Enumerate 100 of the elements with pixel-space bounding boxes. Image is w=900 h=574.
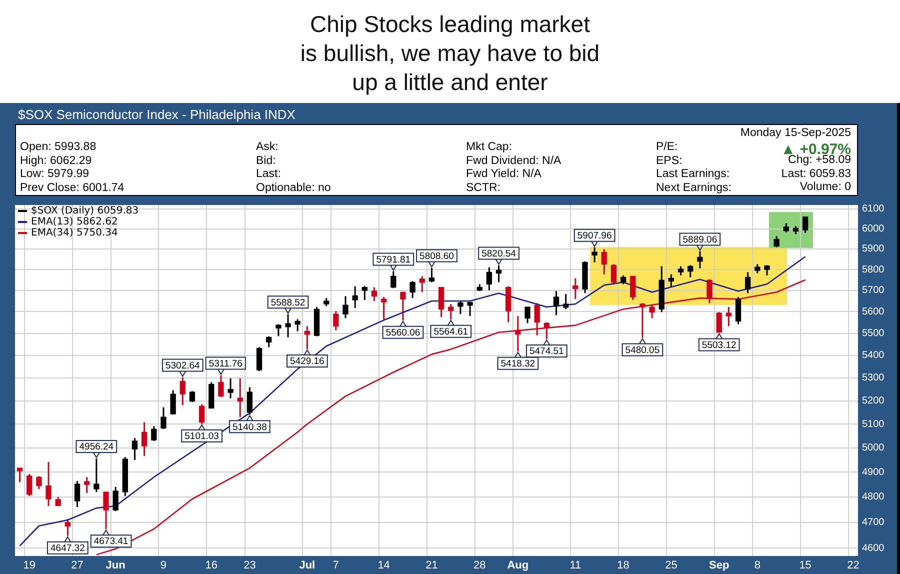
candlestick xyxy=(132,437,138,461)
annotation: 5311.76 xyxy=(208,358,242,370)
annotation: 5564.61 xyxy=(434,326,468,338)
x-tick-label: 21 xyxy=(426,560,438,572)
text: P/E: xyxy=(656,141,678,153)
candlestick xyxy=(486,266,492,291)
annotation: 5474.51 xyxy=(529,346,564,358)
x-tick-label: 9 xyxy=(160,560,167,572)
candlestick xyxy=(103,491,109,530)
y-tick-label: 5600 xyxy=(862,306,885,318)
candlestick xyxy=(160,406,166,430)
y-tick-label: 5200 xyxy=(862,396,885,407)
candlestick xyxy=(276,323,282,337)
candlestick xyxy=(294,318,300,332)
candlestick xyxy=(735,296,742,325)
candlestick xyxy=(266,335,272,348)
candlestick xyxy=(256,346,262,372)
candlestick xyxy=(84,476,90,494)
candlestick xyxy=(678,265,684,276)
text: Last: 6059.83 xyxy=(781,168,851,180)
candlestick xyxy=(46,461,52,507)
candlestick xyxy=(630,275,636,301)
chart-subtitle: $SOX Semiconductor Index - Philadelphia INDX xyxy=(18,107,296,122)
candlestick xyxy=(802,216,808,234)
annotation: 5418.32 xyxy=(500,358,536,370)
candlestick xyxy=(649,304,655,319)
candlestick xyxy=(688,264,694,278)
text: Volume: 0 xyxy=(800,181,851,193)
x-tick-label: 19 xyxy=(23,560,36,572)
annotation: 5480.05 xyxy=(625,344,660,356)
candlestick xyxy=(16,468,23,483)
x-tick-label: 22 xyxy=(847,560,860,572)
x-tick-label: Sep xyxy=(709,560,730,572)
legend-label: EMA(13) 5862.62 xyxy=(31,216,118,228)
candlestick xyxy=(228,378,234,399)
y-tick-label: 5900 xyxy=(862,244,885,255)
annotation: 5820.54 xyxy=(482,248,516,260)
y-tick-label: 5500 xyxy=(862,328,885,340)
x-tick-label: 18 xyxy=(617,560,630,572)
candlestick xyxy=(610,263,617,285)
candlestick xyxy=(141,421,148,457)
candlestick xyxy=(754,263,760,274)
text: Prev Close: 6001.74 xyxy=(20,182,124,194)
candlestick xyxy=(467,301,473,317)
candlestick xyxy=(572,278,578,300)
y-tick-label: 5000 xyxy=(862,442,885,454)
text: Next Earnings: xyxy=(656,182,732,194)
annotation: 5429.16 xyxy=(290,356,324,368)
y-tick-label: 4600 xyxy=(862,542,885,554)
annotation: 4673.41 xyxy=(94,536,128,548)
candlestick xyxy=(534,302,540,336)
candlestick xyxy=(458,300,464,315)
text: Fwd Dividend: N/A xyxy=(466,154,562,166)
annotation: 5101.03 xyxy=(184,431,219,442)
y-tick-label: 4700 xyxy=(862,517,885,528)
x-tick-label: 23 xyxy=(244,560,256,572)
candlestick xyxy=(246,386,253,416)
annotation: 5560.06 xyxy=(386,327,420,338)
x-tick-label: 8 xyxy=(754,560,760,572)
y-tick-label: 5800 xyxy=(862,264,885,276)
annotation: 5503.12 xyxy=(702,340,736,351)
chart-title: Chip Stocks leading market is bullish, we may have to bid up a little and enter xyxy=(300,10,600,97)
x-tick-label: 28 xyxy=(473,560,486,572)
annotation: 5791.81 xyxy=(376,254,411,266)
y-tick-label: 5100 xyxy=(862,418,885,430)
candlestick xyxy=(94,458,100,493)
x-tick-label: 27 xyxy=(71,560,84,572)
candlestick xyxy=(342,295,348,319)
text: Open: 5993.88 xyxy=(20,141,96,153)
legend-label: EMA(34) 5750.34 xyxy=(31,228,118,239)
text: High: 6062.29 xyxy=(20,154,92,166)
x-tick-label: 7 xyxy=(332,560,339,572)
candlestick xyxy=(180,376,186,406)
candlestick xyxy=(74,480,80,508)
candlestick xyxy=(170,389,176,415)
candlestick xyxy=(774,235,780,248)
candlestick xyxy=(764,264,770,276)
candlestick xyxy=(562,293,569,310)
candlestick xyxy=(601,248,607,276)
candlestick xyxy=(151,425,157,442)
candlestick xyxy=(592,246,598,264)
candlestick xyxy=(745,271,751,294)
text: Monday 15-Sep-2025 xyxy=(740,127,851,139)
annotation: 5302.64 xyxy=(165,360,200,372)
candlestick xyxy=(726,306,732,327)
candlestick xyxy=(237,378,243,418)
candlestick xyxy=(36,475,42,490)
text: Optionable: no xyxy=(256,182,331,194)
candlestick xyxy=(189,390,196,403)
annotation: 4956.24 xyxy=(79,442,114,453)
candlestick xyxy=(352,285,358,309)
candlestick xyxy=(371,286,378,302)
x-tick-label: 15 xyxy=(799,560,812,572)
annotation: 4647.32 xyxy=(50,542,85,554)
text: Last: xyxy=(256,168,281,180)
y-tick-label: 5400 xyxy=(862,350,885,362)
y-tick-label: 5300 xyxy=(862,372,885,384)
candlestick xyxy=(716,311,722,334)
candlestick xyxy=(428,267,435,283)
candlestick xyxy=(333,310,339,332)
